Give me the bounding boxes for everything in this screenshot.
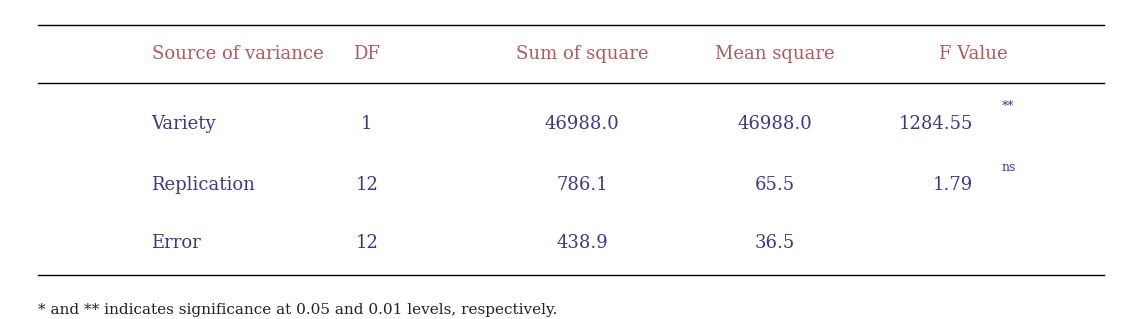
Text: F Value: F Value (939, 45, 1007, 63)
Text: Mean square: Mean square (715, 45, 835, 63)
Text: Replication: Replication (152, 176, 256, 194)
Text: 12: 12 (355, 176, 378, 194)
Text: Sum of square: Sum of square (516, 45, 649, 63)
Text: 46988.0: 46988.0 (738, 115, 812, 133)
Text: 46988.0: 46988.0 (545, 115, 620, 133)
Text: 438.9: 438.9 (556, 234, 609, 252)
Text: **: ** (1002, 100, 1014, 113)
Text: Error: Error (152, 234, 201, 252)
Text: 36.5: 36.5 (755, 234, 795, 252)
Text: Source of variance: Source of variance (152, 45, 323, 63)
Text: ns: ns (1002, 161, 1016, 174)
Text: 65.5: 65.5 (755, 176, 795, 194)
Text: 1.79: 1.79 (933, 176, 973, 194)
Text: Variety: Variety (152, 115, 216, 133)
Text: 12: 12 (355, 234, 378, 252)
Text: DF: DF (354, 45, 380, 63)
Text: * and ** indicates significance at 0.05 and 0.01 levels, respectively.: * and ** indicates significance at 0.05 … (38, 303, 557, 317)
Text: 1284.55: 1284.55 (899, 115, 973, 133)
Text: 786.1: 786.1 (556, 176, 609, 194)
Text: 1: 1 (361, 115, 372, 133)
